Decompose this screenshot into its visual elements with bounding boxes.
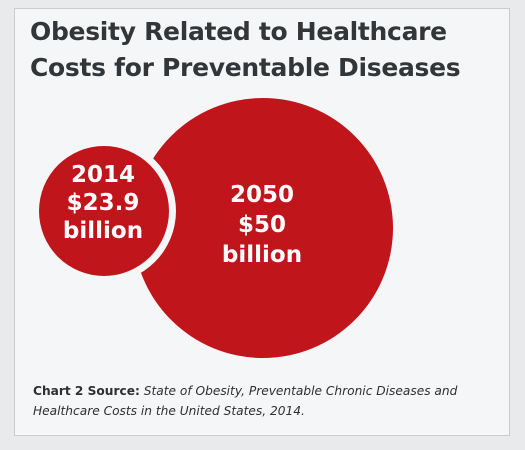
chart-title: Obesity Related to Healthcare Costs for … [30,14,500,86]
bubble-2014-unit: billion [63,218,143,244]
bubble-2014-value: $23.9 [67,190,140,216]
source-citation: State of Obesity, Preventable Chronic Di… [33,384,458,418]
bubble-2050 [133,98,393,358]
bubble-2050-year: 2050 [230,182,294,208]
source-note: Chart 2 Source: State of Obesity, Preven… [33,381,503,421]
chart-title-line-2: Costs for Preventable Diseases [30,53,461,82]
bubble-2050-value: $50 [238,212,286,238]
source-prefix: Chart 2 Source: [33,384,140,398]
bubble-2050-unit: billion [222,242,302,268]
chart-title-line-1: Obesity Related to Healthcare [30,17,447,46]
bubble-2014 [39,146,169,276]
bubble-2014-year: 2014 [71,162,135,188]
